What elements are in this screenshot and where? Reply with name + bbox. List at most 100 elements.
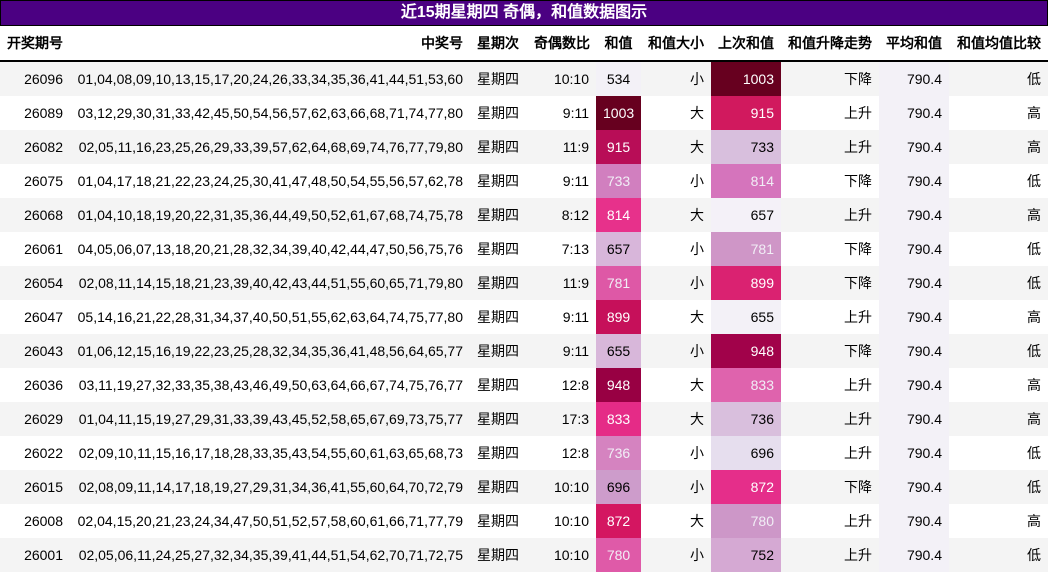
header-row: 开奖期号 中奖号 星期次 奇偶数比 和值 和值大小 上次和值 和值升降走势 平均… <box>0 26 1048 62</box>
cell-issue: 26008 <box>0 504 70 538</box>
cell-sum-size: 大 <box>641 300 711 334</box>
cell-sum: 833 <box>596 402 641 436</box>
cell-trend: 上升 <box>781 96 879 130</box>
cell-sum-size: 小 <box>641 266 711 300</box>
cell-weekday: 星期四 <box>470 61 527 96</box>
cell-sum: 733 <box>596 164 641 198</box>
cell-trend: 下降 <box>781 61 879 96</box>
table-row: 26047 05,14,16,21,22,28,31,34,37,40,50,51… <box>0 300 1048 334</box>
cell-issue: 26054 <box>0 266 70 300</box>
cell-weekday: 星期四 <box>470 130 527 164</box>
cell-sum-size: 大 <box>641 96 711 130</box>
cell-weekday: 星期四 <box>470 198 527 232</box>
col-header-avg-compare: 和值均值比较 <box>949 26 1048 62</box>
cell-numbers: 03,11,19,27,32,33,35,38,43,46,49,50,63,6… <box>70 368 470 402</box>
cell-weekday: 星期四 <box>470 402 527 436</box>
cell-avg-compare: 低 <box>949 61 1048 96</box>
cell-numbers: 02,05,11,16,23,25,26,29,33,39,57,62,64,6… <box>70 130 470 164</box>
cell-numbers: 05,14,16,21,22,28,31,34,37,40,50,51,55,6… <box>70 300 470 334</box>
cell-sum-size: 小 <box>641 436 711 470</box>
cell-numbers: 02,05,06,11,24,25,27,32,34,35,39,41,44,5… <box>70 538 470 572</box>
cell-odd-even: 9:11 <box>527 334 596 368</box>
cell-prev-sum: 1003 <box>711 61 781 96</box>
col-header-sum-size: 和值大小 <box>641 26 711 62</box>
table-row: 26001 02,05,06,11,24,25,27,32,34,35,39,41… <box>0 538 1048 572</box>
table-row: 26096 01,04,08,09,10,13,15,17,20,24,26,33… <box>0 61 1048 96</box>
cell-avg-sum: 790.4 <box>879 436 949 470</box>
cell-sum-size: 小 <box>641 470 711 504</box>
cell-sum: 915 <box>596 130 641 164</box>
col-header-avg-sum: 平均和值 <box>879 26 949 62</box>
cell-sum-size: 大 <box>641 368 711 402</box>
cell-sum: 534 <box>596 61 641 96</box>
cell-sum: 655 <box>596 334 641 368</box>
cell-weekday: 星期四 <box>470 266 527 300</box>
cell-sum: 657 <box>596 232 641 266</box>
cell-avg-compare: 低 <box>949 334 1048 368</box>
cell-prev-sum: 915 <box>711 96 781 130</box>
cell-odd-even: 7:13 <box>527 232 596 266</box>
cell-avg-sum: 790.4 <box>879 164 949 198</box>
cell-avg-compare: 高 <box>949 130 1048 164</box>
cell-avg-sum: 790.4 <box>879 538 949 572</box>
cell-numbers: 04,05,06,07,13,18,20,21,28,32,34,39,40,4… <box>70 232 470 266</box>
cell-avg-sum: 790.4 <box>879 96 949 130</box>
cell-issue: 26096 <box>0 61 70 96</box>
cell-avg-sum: 790.4 <box>879 266 949 300</box>
cell-issue: 26082 <box>0 130 70 164</box>
cell-odd-even: 9:11 <box>527 96 596 130</box>
cell-issue: 26075 <box>0 164 70 198</box>
cell-trend: 上升 <box>781 198 879 232</box>
cell-issue: 26022 <box>0 436 70 470</box>
col-header-issue: 开奖期号 <box>0 26 70 62</box>
cell-odd-even: 10:10 <box>527 538 596 572</box>
cell-trend: 上升 <box>781 130 879 164</box>
cell-numbers: 01,04,11,15,19,27,29,31,33,39,43,45,52,5… <box>70 402 470 436</box>
cell-sum: 948 <box>596 368 641 402</box>
table-row: 26082 02,05,11,16,23,25,26,29,33,39,57,62… <box>0 130 1048 164</box>
col-header-weekday: 星期次 <box>470 26 527 62</box>
table-title: 近15期星期四 奇偶，和值数据图示 <box>0 0 1048 26</box>
lottery-sum-table: 开奖期号 中奖号 星期次 奇偶数比 和值 和值大小 上次和值 和值升降走势 平均… <box>0 26 1048 572</box>
cell-trend: 上升 <box>781 368 879 402</box>
cell-avg-compare: 低 <box>949 538 1048 572</box>
cell-prev-sum: 733 <box>711 130 781 164</box>
cell-prev-sum: 696 <box>711 436 781 470</box>
cell-numbers: 01,06,12,15,16,19,22,23,25,28,32,34,35,3… <box>70 334 470 368</box>
col-header-numbers: 中奖号 <box>70 26 470 62</box>
cell-issue: 26001 <box>0 538 70 572</box>
cell-sum: 814 <box>596 198 641 232</box>
cell-odd-even: 9:11 <box>527 164 596 198</box>
cell-weekday: 星期四 <box>470 504 527 538</box>
cell-trend: 上升 <box>781 436 879 470</box>
cell-avg-compare: 高 <box>949 300 1048 334</box>
cell-prev-sum: 752 <box>711 538 781 572</box>
cell-avg-sum: 790.4 <box>879 334 949 368</box>
cell-avg-sum: 790.4 <box>879 504 949 538</box>
table-row: 26054 02,08,11,14,15,18,21,23,39,40,42,43… <box>0 266 1048 300</box>
cell-avg-compare: 高 <box>949 198 1048 232</box>
cell-numbers: 01,04,08,09,10,13,15,17,20,24,26,33,34,3… <box>70 61 470 96</box>
cell-odd-even: 11:9 <box>527 130 596 164</box>
cell-sum-size: 大 <box>641 198 711 232</box>
cell-sum-size: 大 <box>641 130 711 164</box>
cell-issue: 26015 <box>0 470 70 504</box>
col-header-sum: 和值 <box>596 26 641 62</box>
cell-sum-size: 大 <box>641 504 711 538</box>
cell-avg-compare: 低 <box>949 164 1048 198</box>
cell-sum: 781 <box>596 266 641 300</box>
table-row: 26022 02,09,10,11,15,16,17,18,28,33,35,43… <box>0 436 1048 470</box>
cell-sum-size: 小 <box>641 164 711 198</box>
cell-trend: 上升 <box>781 538 879 572</box>
cell-trend: 下降 <box>781 334 879 368</box>
cell-avg-sum: 790.4 <box>879 198 949 232</box>
cell-issue: 26029 <box>0 402 70 436</box>
table-body: 26096 01,04,08,09,10,13,15,17,20,24,26,33… <box>0 61 1048 572</box>
cell-trend: 下降 <box>781 470 879 504</box>
cell-sum: 872 <box>596 504 641 538</box>
cell-weekday: 星期四 <box>470 470 527 504</box>
cell-sum-size: 小 <box>641 61 711 96</box>
cell-trend: 下降 <box>781 164 879 198</box>
cell-odd-even: 17:3 <box>527 402 596 436</box>
cell-weekday: 星期四 <box>470 334 527 368</box>
